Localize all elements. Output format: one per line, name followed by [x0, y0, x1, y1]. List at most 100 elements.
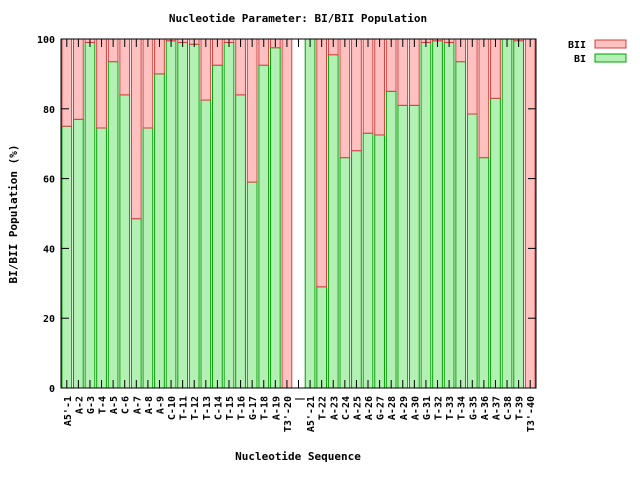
x-tick-label-24: A-23	[329, 396, 340, 420]
bar-bii-8	[142, 38, 154, 129]
x-tick-label-25: C-24	[341, 396, 352, 420]
bar-bi-33	[432, 40, 443, 389]
bar-bi-24	[327, 54, 339, 389]
y-tick-label-80: 80	[43, 105, 55, 116]
y-tick-label-100: 100	[37, 35, 55, 46]
bar-bi-38	[490, 97, 501, 389]
x-tick-label-40: T-39	[515, 396, 526, 420]
y-tick-label-60: 60	[43, 175, 55, 186]
bar-bii-28	[374, 38, 385, 136]
bar-bi-8	[142, 127, 154, 389]
x-tick-label-2: A-2	[74, 396, 85, 414]
x-tick-label-17: G-17	[248, 396, 259, 420]
bar-bii-2	[73, 38, 84, 120]
y-tick-label-40: 40	[43, 244, 55, 255]
legend: BII BI	[568, 39, 627, 65]
bar-bii-41	[524, 38, 536, 389]
bar-bii-16	[235, 38, 246, 96]
x-tick-label-6: C-6	[121, 396, 132, 414]
bar-bii-30	[397, 38, 409, 106]
chart-title: Nucleotide Parameter: BI/BII Population	[169, 12, 427, 25]
bar-bi-39	[501, 38, 513, 389]
y-axis-label: BI/BII Population (%)	[7, 144, 20, 283]
bar-bii-13	[200, 38, 212, 101]
bar-bi-9	[154, 73, 165, 389]
x-tick-label-18: T-18	[260, 396, 271, 420]
x-tick-label-29: A-28	[387, 396, 398, 420]
x-tick-label-30: A-29	[399, 396, 410, 420]
bar-bi-22	[304, 38, 316, 389]
bar-bii-25	[339, 38, 351, 159]
x-ticks-layer: A5'-1 A-2 G-3 T-4 A-5 C-6 A-7 A-8 A-9 C-10 T-11 T-1…	[63, 39, 537, 432]
bar-bi-19	[269, 47, 281, 389]
bar-bii-1	[61, 38, 73, 127]
bar-bi-16	[235, 94, 246, 389]
x-tick-label-19: A-19	[271, 396, 282, 420]
bar-bi-40	[513, 40, 524, 389]
bar-bi-37	[478, 157, 490, 389]
x-tick-label-9: A-9	[155, 396, 166, 414]
bar-bii-38	[490, 38, 501, 99]
bar-bi-29	[385, 90, 397, 389]
x-tick-label-22: A5'-21	[306, 396, 317, 432]
x-tick-label-33: T-32	[434, 396, 445, 420]
x-tick-label-41: T3'-40	[526, 396, 537, 432]
bar-bi-25	[339, 157, 351, 389]
bar-bii-36	[466, 38, 478, 115]
bar-bi-14	[212, 64, 223, 389]
bar-bii-6	[119, 38, 131, 96]
x-tick-label-26: A-25	[352, 396, 363, 420]
bar-bi-30	[397, 104, 409, 389]
x-tick-label-27: A-26	[364, 396, 375, 420]
x-tick-label-36: G-35	[468, 396, 479, 420]
bar-bi-13	[200, 99, 212, 389]
legend-label-bii: BII	[568, 40, 586, 51]
bar-bi-28	[374, 134, 385, 389]
bar-bi-32	[420, 41, 432, 389]
y-tick-label-0: 0	[49, 384, 55, 395]
bar-bi-23	[316, 286, 328, 389]
bar-bi-18	[258, 64, 270, 389]
x-tick-label-7: A-7	[132, 396, 143, 414]
bar-bi-3	[84, 41, 96, 389]
bar-bi-27	[362, 132, 374, 389]
x-tick-label-11: T-11	[179, 396, 190, 420]
bar-bi-5	[107, 61, 119, 389]
x-tick-label-10: C-10	[167, 396, 178, 420]
bar-bi-26	[351, 150, 362, 389]
bar-bi-7	[130, 218, 142, 389]
bar-bii-7	[130, 38, 142, 220]
y-ticks-layer: 0 20 40 60 80 100	[37, 35, 536, 395]
x-tick-label-37: A-36	[480, 396, 491, 420]
x-tick-label-1: A5'-1	[63, 396, 74, 426]
bar-bi-15	[223, 41, 235, 389]
x-tick-label-16: T-16	[237, 396, 248, 420]
bar-bii-26	[351, 38, 362, 152]
bar-bi-34	[443, 41, 455, 389]
x-tick-label-12: T-12	[190, 396, 201, 420]
legend-label-bi: BI	[574, 54, 586, 65]
y-tick-label-20: 20	[43, 314, 55, 325]
x-tick-label-35: T-34	[457, 396, 468, 420]
x-tick-label-38: A-37	[491, 396, 502, 420]
bar-bi-11	[177, 41, 189, 389]
bar-bi-12	[188, 43, 200, 389]
bars-layer	[61, 38, 536, 389]
x-tick-label-5: A-5	[109, 396, 120, 414]
x-tick-label-23: T-22	[318, 396, 329, 420]
bar-bi-2	[73, 118, 84, 389]
x-tick-label-13: T-13	[202, 396, 213, 420]
x-tick-label-21: |	[295, 396, 306, 402]
bar-bii-17	[246, 38, 258, 183]
x-tick-label-34: T-33	[445, 396, 456, 420]
legend-swatch-bi	[594, 53, 627, 63]
bar-bi-10	[165, 40, 177, 389]
bar-bii-37	[478, 38, 490, 159]
x-tick-label-3: G-3	[86, 396, 97, 414]
bar-bi-35	[455, 61, 467, 389]
bar-bi-31	[408, 104, 420, 389]
x-tick-label-32: G-31	[422, 396, 433, 420]
bar-bii-27	[362, 38, 374, 134]
bar-bii-31	[408, 38, 420, 106]
